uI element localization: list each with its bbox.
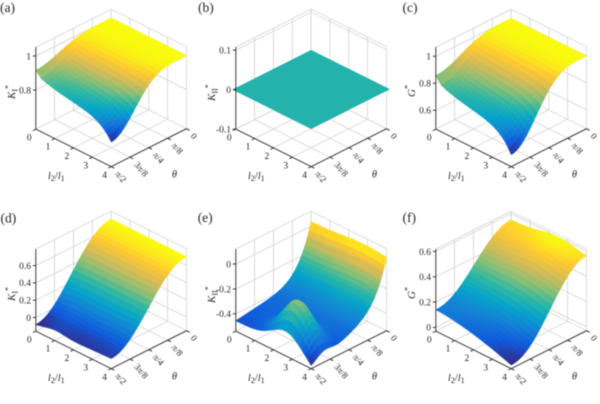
svg-text:3: 3 [283, 363, 288, 373]
svg-text:4: 4 [502, 373, 507, 383]
svg-text:KI*: KI* [4, 85, 20, 100]
svg-text:θ: θ [172, 170, 177, 181]
svg-text:2: 2 [65, 354, 70, 364]
svg-text:G*: G* [403, 287, 418, 299]
svg-text:(a): (a) [0, 0, 15, 15]
svg-text:0: 0 [226, 260, 231, 270]
svg-text:-0.1: -0.1 [216, 125, 231, 135]
svg-text:1: 1 [26, 52, 31, 62]
svg-text:2: 2 [265, 354, 270, 364]
svg-text:2: 2 [65, 152, 70, 162]
svg-text:1: 1 [446, 143, 451, 153]
svg-text:1: 1 [246, 345, 251, 355]
svg-text:θ: θ [372, 170, 377, 181]
svg-text:l2/l1: l2/l1 [48, 373, 65, 385]
svg-text:0: 0 [426, 324, 431, 334]
svg-text:(e): (e) [198, 210, 213, 225]
svg-text:3: 3 [483, 161, 488, 171]
svg-text:-0.4: -0.4 [216, 310, 231, 320]
svg-text:l2/l1: l2/l1 [248, 373, 265, 385]
svg-text:l2/l1: l2/l1 [448, 373, 465, 385]
svg-text:0: 0 [27, 335, 32, 345]
svg-text:0: 0 [27, 133, 32, 143]
svg-text:3: 3 [483, 363, 488, 373]
svg-text:0: 0 [227, 133, 232, 143]
svg-text:0: 0 [427, 335, 432, 345]
svg-text:(b): (b) [198, 0, 214, 15]
svg-text:θ: θ [572, 170, 577, 181]
svg-text:0.4: 0.4 [19, 279, 31, 289]
svg-text:KII*: KII* [204, 84, 220, 102]
svg-text:0.6: 0.6 [19, 262, 31, 272]
svg-text:1: 1 [446, 345, 451, 355]
svg-text:0: 0 [189, 333, 200, 343]
svg-text:0.4: 0.4 [419, 273, 431, 283]
svg-text:0: 0 [589, 131, 600, 141]
svg-text:0.1: 0.1 [219, 46, 231, 56]
svg-text:0.2: 0.2 [19, 297, 31, 307]
svg-text:0: 0 [427, 133, 432, 143]
svg-text:3: 3 [83, 363, 88, 373]
svg-text:0: 0 [189, 131, 200, 141]
svg-text:0.8: 0.8 [19, 86, 31, 96]
svg-text:KII*: KII* [204, 286, 220, 304]
svg-text:4: 4 [102, 171, 107, 181]
svg-text:0: 0 [227, 335, 232, 345]
svg-text:KI*: KI* [4, 287, 20, 302]
svg-text:-0.2: -0.2 [216, 285, 231, 295]
svg-text:0.2: 0.2 [419, 298, 431, 308]
svg-text:G*: G* [403, 85, 418, 97]
svg-text:2: 2 [265, 152, 270, 162]
svg-text:4: 4 [102, 373, 107, 383]
svg-text:2: 2 [465, 152, 470, 162]
svg-text:1: 1 [46, 345, 51, 355]
svg-text:0: 0 [389, 333, 400, 343]
svg-text:0: 0 [589, 333, 600, 343]
svg-text:(f): (f) [403, 210, 417, 225]
svg-text:l2/l1: l2/l1 [448, 171, 465, 183]
svg-text:0.6: 0.6 [419, 248, 431, 258]
svg-text:4: 4 [302, 171, 307, 181]
svg-text:0: 0 [389, 131, 400, 141]
svg-text:3: 3 [83, 161, 88, 171]
svg-text:θ: θ [372, 372, 377, 383]
svg-text:1: 1 [46, 143, 51, 153]
svg-text:θ: θ [172, 372, 177, 383]
svg-text:θ: θ [572, 372, 577, 383]
svg-text:4: 4 [302, 373, 307, 383]
svg-text:0: 0 [26, 314, 31, 324]
svg-text:3: 3 [283, 161, 288, 171]
svg-text:0: 0 [226, 86, 231, 96]
svg-text:0.8: 0.8 [419, 80, 431, 90]
svg-text:l2/l1: l2/l1 [248, 171, 265, 183]
svg-text:1: 1 [426, 53, 431, 63]
svg-text:4: 4 [502, 171, 507, 181]
svg-text:(d): (d) [1, 211, 17, 226]
svg-text:1: 1 [246, 143, 251, 153]
svg-text:(c): (c) [403, 0, 418, 15]
svg-text:2: 2 [465, 354, 470, 364]
svg-text:0.6: 0.6 [419, 107, 431, 117]
svg-text:l2/l1: l2/l1 [48, 171, 65, 183]
